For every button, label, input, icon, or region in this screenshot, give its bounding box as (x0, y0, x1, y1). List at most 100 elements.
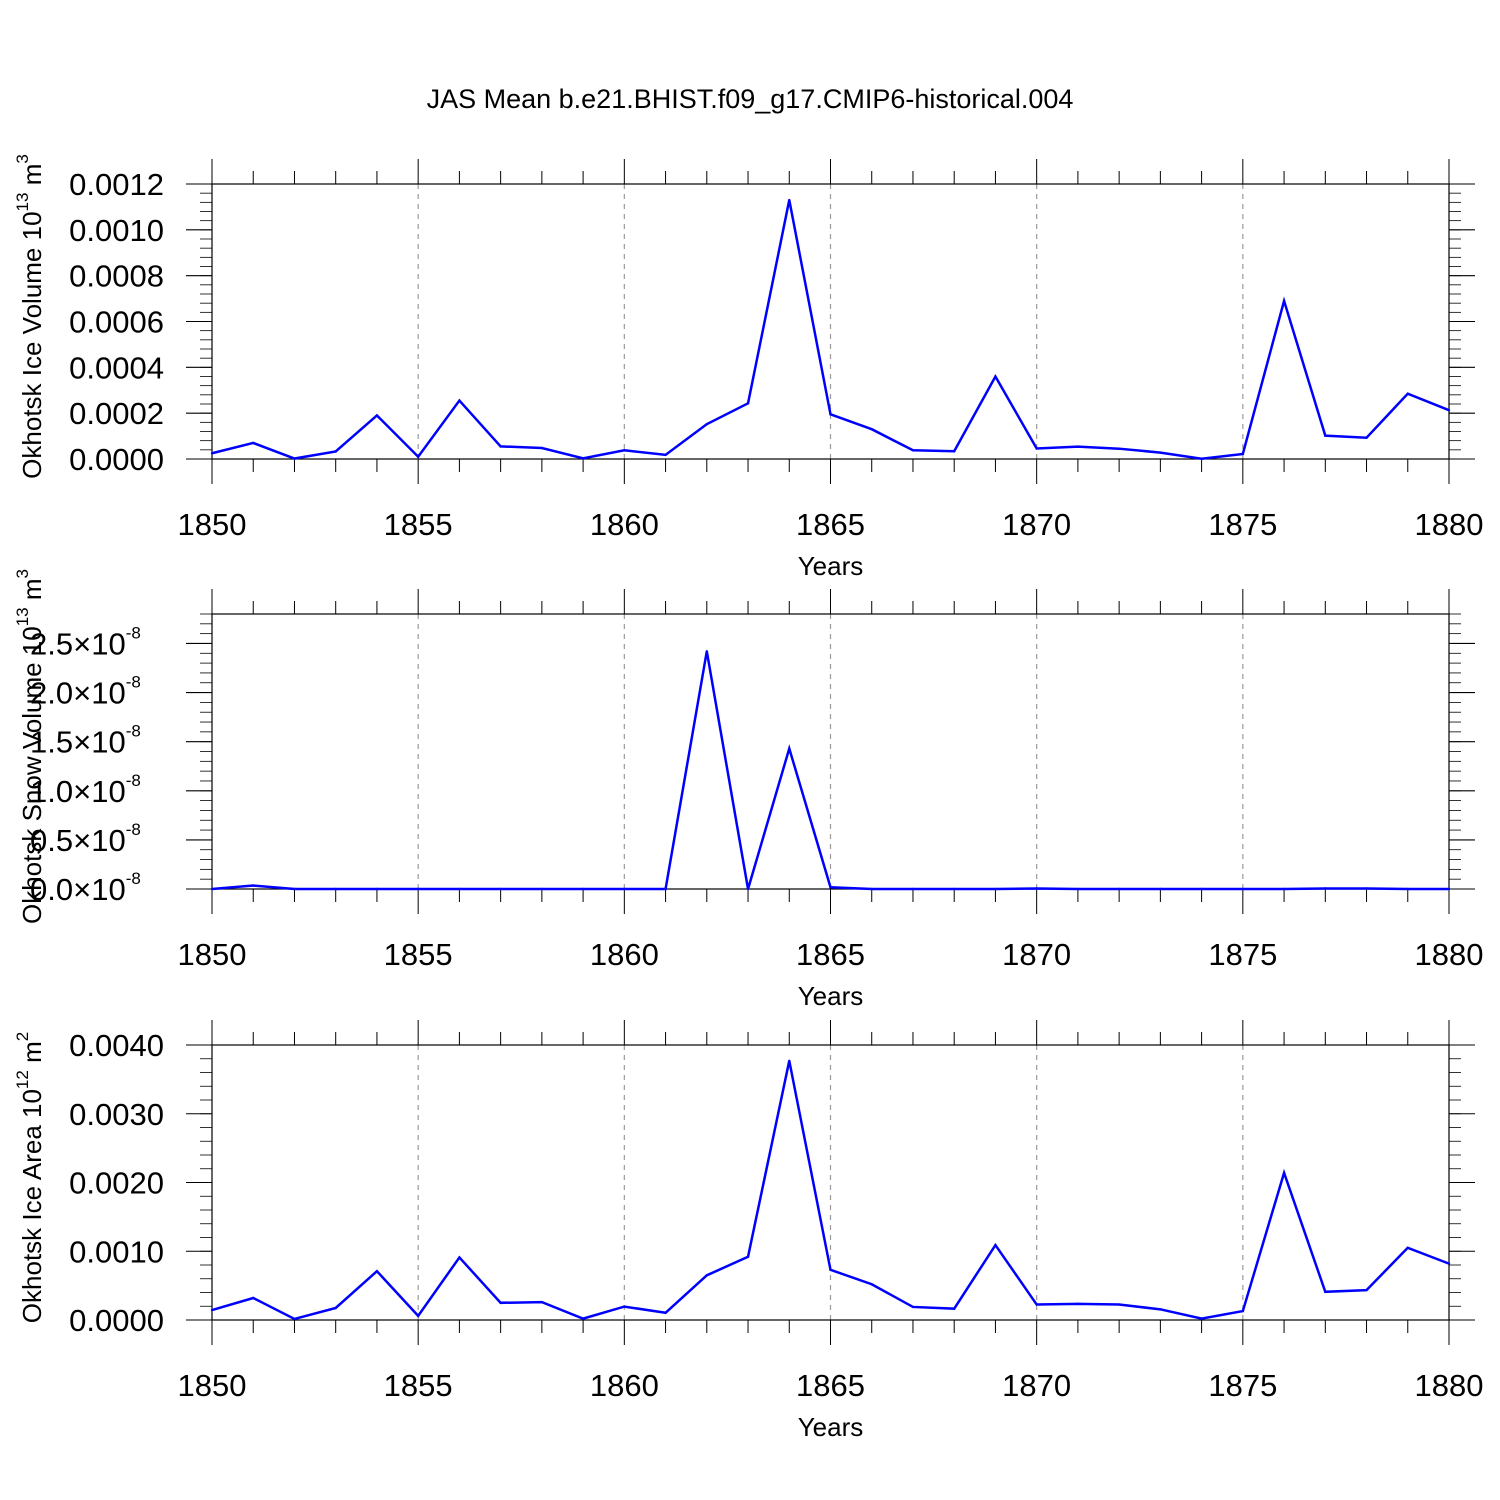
x-tick-label: 1875 (1208, 1368, 1277, 1403)
x-tick-label: 1860 (590, 1368, 659, 1403)
data-point (1117, 887, 1121, 891)
x-tick-label: 1880 (1415, 937, 1484, 972)
data-point (1406, 392, 1409, 395)
y-tick-label: 0.0000 (69, 442, 164, 477)
data-point (581, 457, 585, 460)
chart-panel-1: 0.0000 0.0002 0.0004 0.0006 0.0008 0.0010 0.00… (13, 154, 1483, 581)
data-point (1365, 887, 1368, 890)
data-point (994, 375, 997, 378)
data-point (664, 453, 667, 457)
y-tick-label: 0.0004 (69, 350, 164, 385)
x-tick-label: 1850 (178, 937, 247, 972)
data-point (1365, 436, 1368, 439)
chart-panel-2: 0.0×10-8 0.5×10-8 1.0×10-8 1.5×10-8 2.0×10-8… (13, 569, 1483, 1011)
data-point (705, 650, 708, 653)
x-tick-label: 1880 (1415, 507, 1484, 542)
data-point (416, 455, 420, 458)
data-point (1241, 1309, 1245, 1313)
data-point (1200, 457, 1203, 460)
data-point (1282, 887, 1286, 891)
data-point (1282, 299, 1286, 303)
data-point (1200, 887, 1203, 891)
data-point (1076, 887, 1080, 891)
y-tick-label: 0.0010 (69, 213, 164, 248)
x-tick-label: 1875 (1208, 507, 1277, 542)
data-point (870, 1283, 873, 1286)
x-tick-label: 1855 (384, 937, 453, 972)
data-point (499, 1301, 502, 1305)
y-tick-label: 0.0000 (69, 1303, 164, 1338)
data-point (293, 1317, 296, 1321)
data-point (994, 887, 997, 891)
y-tick-label: 1.5×10-8 (30, 722, 141, 760)
x-tick-label: 1880 (1415, 1368, 1484, 1403)
y-axis-title: Okhotsk Ice Volume 1013 m3 (13, 154, 47, 479)
data-point (1447, 408, 1451, 412)
data-point (1035, 1303, 1038, 1306)
x-tick-label: 1870 (1002, 507, 1071, 542)
data-point (1200, 1317, 1203, 1320)
y-tick-label: 0.0010 (69, 1234, 164, 1269)
chart-panel-3: 0.0000 0.0010 0.0020 0.0030 0.0040 1850 1855 18… (13, 1020, 1483, 1442)
y-tick-label: 0.0002 (69, 396, 164, 431)
data-point (1447, 1262, 1451, 1265)
x-tick-label: 1855 (384, 507, 453, 542)
y-tick-label: 0.0008 (69, 259, 164, 294)
x-tick-label: 1850 (178, 507, 247, 542)
data-point (911, 1305, 915, 1309)
y-axis-title: Okhotsk Ice Area 1012 m2 (13, 1032, 47, 1323)
data-point (499, 887, 502, 891)
data-point (1159, 887, 1162, 891)
data-point (334, 1306, 337, 1310)
data-point (911, 887, 915, 891)
x-axis-title: Years (798, 551, 864, 581)
x-tick-label: 1850 (178, 1368, 247, 1403)
data-point (746, 1255, 750, 1258)
data-point (293, 887, 296, 891)
data-point (1076, 1302, 1080, 1306)
y-tick-label: 0.0030 (69, 1097, 164, 1132)
data-point (1241, 452, 1245, 456)
x-tick-label: 1860 (590, 937, 659, 972)
x-tick-label: 1865 (796, 507, 865, 542)
data-point (375, 414, 379, 417)
data-point (1365, 1288, 1368, 1292)
data-point (994, 1243, 997, 1247)
data-point (623, 887, 626, 891)
data-point (458, 399, 461, 402)
data-point (623, 1305, 626, 1308)
data-point (458, 887, 461, 891)
data-point (911, 449, 915, 452)
panels: 0.00000.00020.00040.00060.00080.00100.00… (13, 154, 1483, 1442)
data-point (953, 887, 956, 891)
x-tick-label: 1875 (1208, 937, 1277, 972)
data-point (1117, 1303, 1121, 1306)
y-tick-label: 1.0×10-8 (30, 771, 141, 809)
data-point (540, 1300, 544, 1304)
x-axis-title: Years (798, 1412, 864, 1442)
data-point (870, 428, 873, 431)
x-tick-label: 1870 (1002, 937, 1071, 972)
data-point (334, 887, 337, 891)
data-point (1159, 451, 1162, 454)
x-tick-label: 1865 (796, 937, 865, 972)
data-point (1241, 887, 1245, 891)
data-point (1324, 887, 1327, 890)
x-axis-title: Years (798, 981, 864, 1011)
y-tick-label: 0.0012 (69, 167, 164, 202)
data-point (581, 887, 585, 891)
data-point (1035, 887, 1038, 890)
data-point (540, 887, 544, 891)
data-point (664, 887, 667, 891)
x-tick-label: 1855 (384, 1368, 453, 1403)
data-point (1447, 887, 1451, 891)
x-tick-label: 1870 (1002, 1368, 1071, 1403)
y-tick-label: 0.5×10-8 (30, 820, 141, 858)
data-point (1159, 1308, 1162, 1311)
data-point (705, 1274, 708, 1277)
data-point (416, 1314, 420, 1318)
data-point (788, 1059, 791, 1063)
data-point (499, 445, 502, 448)
y-tick-label: 2.5×10-8 (30, 623, 141, 661)
